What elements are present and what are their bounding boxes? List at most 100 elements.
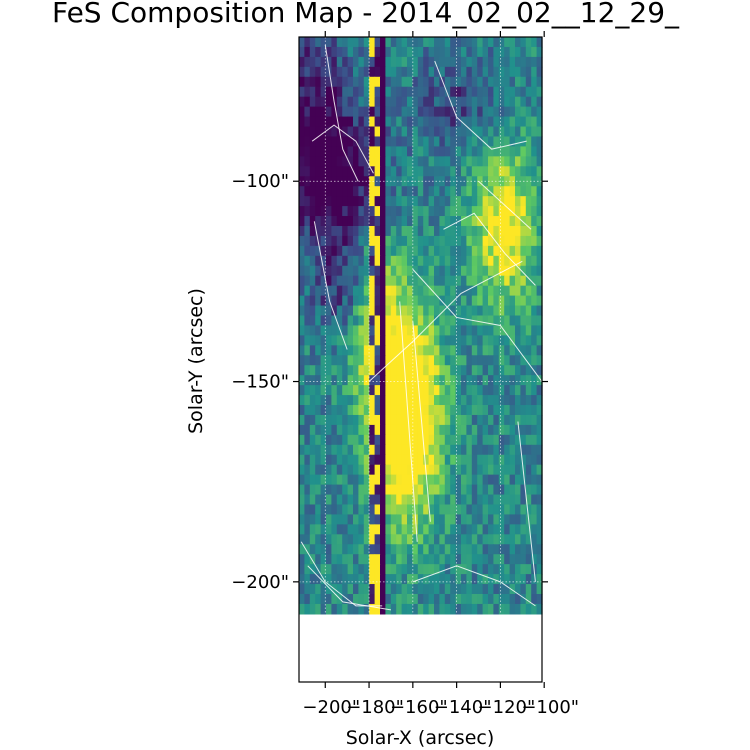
heatmap-cell [396,265,403,277]
heatmap-cell [299,424,305,436]
heatmap-cell [477,414,484,426]
heatmap-cell [477,186,484,197]
heatmap-cell [412,186,419,197]
heatmap-cell [477,534,484,545]
heatmap-cell [304,544,311,555]
heatmap-cell [531,126,538,138]
heatmap-cell [407,454,413,466]
heatmap-cell [326,434,332,446]
heatmap-cell [450,454,457,466]
heatmap-cell [423,444,430,456]
heatmap-cell [326,235,332,247]
heatmap-cell [423,375,430,386]
heatmap-cell [439,395,446,406]
heatmap-cell [363,106,370,118]
heatmap-cell [423,524,430,535]
heatmap-cell [336,56,343,68]
heatmap-cell [320,305,327,317]
heatmap-cell [331,514,338,525]
heatmap-cell [369,216,376,227]
heatmap-cell [455,584,462,595]
heatmap-cell [434,225,440,237]
heatmap-cell [396,245,403,257]
heatmap-cell [396,375,403,386]
heatmap-cell [428,76,435,88]
heatmap-cell [423,315,430,327]
heatmap-cell [347,534,354,545]
heatmap-cell [320,126,327,138]
heatmap-cell [326,594,332,605]
heatmap-cell [428,484,435,496]
heatmap-cell [320,365,327,376]
heatmap-cell [342,584,349,595]
heatmap-cell [471,484,478,496]
heatmap-cell [439,454,446,466]
heatmap-cell [315,434,322,446]
heatmap-cell [439,554,446,565]
heatmap-cell [396,106,403,118]
contour-line [412,321,431,522]
heatmap-cell [412,255,419,267]
heatmap-cell [488,305,494,317]
heatmap-cell [315,375,322,386]
heatmap-cell [331,37,338,48]
heatmap-cell [369,385,376,396]
heatmap-cell [396,295,403,307]
heatmap-cell [461,186,467,197]
heatmap-cell [369,225,376,237]
chart-title: FeS Composition Map - 2014_02_02__12_29_ [52,0,680,29]
heatmap-cell [450,405,457,416]
heatmap-cell [380,524,386,535]
heatmap-cell [493,196,500,207]
heatmap-cell [466,494,473,506]
heatmap-cell [347,106,354,118]
heatmap-cell [385,454,392,466]
heatmap-cell [504,126,511,138]
heatmap-cell [336,245,343,257]
heatmap-cell [509,444,516,456]
heatmap-cell [309,186,316,197]
heatmap-cell [353,375,359,386]
heatmap-cell [461,37,467,48]
heatmap-cell [434,146,440,157]
heatmap-cell [320,534,327,545]
heatmap-cell [466,414,473,426]
heatmap-cell [461,206,467,217]
heatmap-cell [520,584,527,595]
heatmap-cell [444,86,451,98]
heatmap-cell [477,335,484,346]
heatmap-cell [417,414,424,426]
heatmap-cell [515,116,521,128]
heatmap-cell [331,186,338,197]
heatmap-cell [498,46,505,58]
heatmap-cell [320,385,327,396]
heatmap-cell [482,405,489,416]
heatmap-cell [417,395,424,406]
heatmap-cell [390,594,397,605]
heatmap-cell [320,464,327,476]
heatmap-cell [320,434,327,446]
heatmap-cell [326,504,332,516]
heatmap-cell [363,574,370,585]
y-tick-label: −150" [231,372,289,393]
heatmap-cell [428,235,435,247]
heatmap-cell [353,76,359,88]
heatmap-cell [428,414,435,426]
heatmap-cell [455,225,462,237]
heatmap-cell [423,405,430,416]
heatmap-cell [498,424,505,436]
heatmap-cell [444,255,451,267]
heatmap-cell [450,285,457,297]
heatmap-cell [439,524,446,535]
heatmap-cell [423,414,430,426]
heatmap-cell [358,603,365,615]
heatmap-cell [482,255,489,267]
contour-line [313,221,348,350]
heatmap-cell [304,584,311,595]
heatmap-cell [320,46,327,58]
heatmap-cell [331,76,338,88]
heatmap-cell [299,524,305,535]
heatmap-cell [299,166,305,177]
heatmap-cell [331,225,338,237]
heatmap-cell [304,206,311,217]
